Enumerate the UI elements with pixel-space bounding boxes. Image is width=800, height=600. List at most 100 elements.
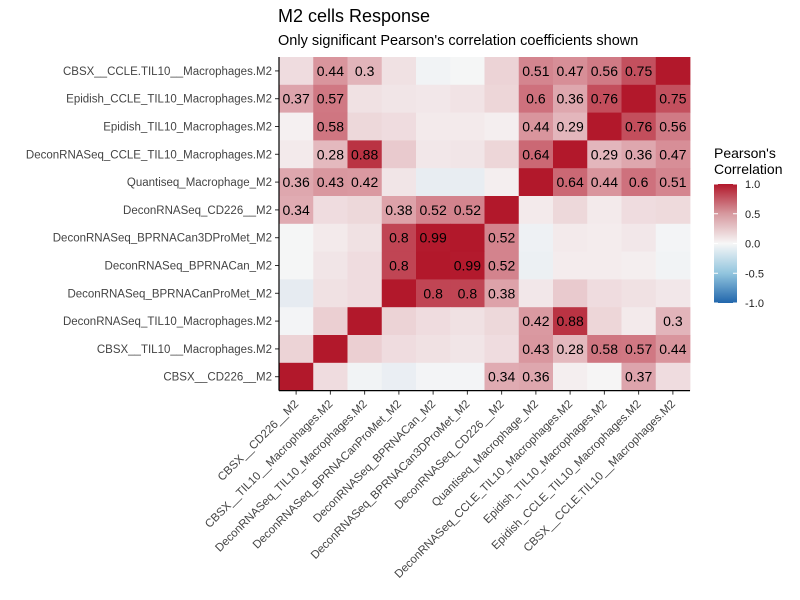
heatmap-cell bbox=[484, 57, 520, 86]
heatmap-cell bbox=[655, 362, 691, 391]
x-tick-label: Epidish_TIL10_Macrophages.M2 bbox=[482, 398, 610, 526]
heatmap-cell bbox=[621, 84, 657, 113]
cell-value-label: 0.76 bbox=[591, 91, 618, 107]
heatmap-cell bbox=[621, 196, 657, 225]
heatmap-cell bbox=[518, 84, 554, 113]
cell-value-label: 0.51 bbox=[659, 174, 686, 190]
heatmap-cell bbox=[518, 112, 554, 141]
heatmap-cell bbox=[587, 196, 622, 225]
heatmap-cell bbox=[279, 196, 314, 225]
heatmap-cell bbox=[416, 112, 451, 141]
heatmap-cell bbox=[450, 279, 485, 308]
heatmap-cell bbox=[655, 307, 691, 336]
heatmap-cell bbox=[313, 140, 348, 169]
heatmap-cell bbox=[621, 307, 657, 336]
cell-value-label: 0.99 bbox=[420, 230, 447, 246]
heatmap-cell bbox=[313, 279, 348, 308]
heatmap-cell bbox=[347, 362, 383, 391]
heatmap-cell bbox=[655, 279, 691, 308]
heatmap-cell bbox=[518, 168, 554, 197]
heatmap-cell bbox=[416, 279, 451, 308]
legend-tick-label: 0.5 bbox=[745, 209, 760, 221]
cell-value-label: 0.56 bbox=[591, 63, 618, 79]
color-legend: Pearson's Correlation 1.0 0.5 0.0 -0.5 -1.0 bbox=[714, 145, 782, 310]
heatmap-cell bbox=[587, 307, 622, 336]
heatmap-cell bbox=[587, 140, 622, 169]
cell-value-label: 0.43 bbox=[522, 341, 549, 357]
heatmap-cell bbox=[313, 223, 348, 252]
heatmap-cell bbox=[279, 223, 314, 252]
cell-value-label: 0.36 bbox=[522, 369, 549, 385]
cell-value-label: 0.34 bbox=[283, 202, 310, 218]
cell-value-label: 0.44 bbox=[591, 174, 618, 190]
heatmap-cell bbox=[553, 112, 588, 141]
cell-value-label: 0.42 bbox=[522, 313, 549, 329]
cell-value-label: 0.52 bbox=[420, 202, 447, 218]
cell-value-label: 0.75 bbox=[659, 91, 686, 107]
heatmap-cell bbox=[416, 307, 451, 336]
heatmap-cell bbox=[347, 251, 383, 280]
cell-value-label: 0.8 bbox=[389, 258, 409, 274]
y-tick-label: Quantiseq_Macrophage_M2 bbox=[127, 177, 272, 189]
heatmap-cell bbox=[381, 57, 417, 86]
legend-title-line2: Correlation bbox=[714, 161, 782, 177]
heatmap-cell bbox=[621, 112, 657, 141]
heatmap-cell bbox=[655, 140, 691, 169]
heatmap-cell bbox=[518, 223, 554, 252]
heatmap-cell bbox=[655, 57, 691, 86]
heatmap-cell bbox=[484, 223, 520, 252]
y-tick-label: DeconRNASeq_TIL10_Macrophages.M2 bbox=[63, 316, 272, 328]
cell-value-label: 0.52 bbox=[488, 258, 515, 274]
heatmap-cell bbox=[655, 112, 691, 141]
heatmap-cell bbox=[484, 168, 520, 197]
heatmap-cell bbox=[347, 279, 383, 308]
heatmap-cell bbox=[450, 140, 485, 169]
heatmap-cell bbox=[279, 168, 314, 197]
y-tick-label: CBSX__TIL10__Macrophages.M2 bbox=[97, 344, 272, 356]
heatmap-cell bbox=[587, 84, 622, 113]
heatmap-cell bbox=[381, 251, 417, 280]
cell-value-label: 0.8 bbox=[423, 285, 443, 301]
axes bbox=[278, 57, 690, 392]
cell-value-label: 0.29 bbox=[557, 119, 584, 135]
heatmap-cell bbox=[381, 362, 417, 391]
cell-value-label: 0.36 bbox=[625, 146, 652, 162]
cell-value-label: 0.38 bbox=[488, 285, 515, 301]
heatmap-cell bbox=[518, 279, 554, 308]
heatmap-cell bbox=[587, 168, 622, 197]
heatmap-cell bbox=[553, 251, 588, 280]
heatmap-cell bbox=[655, 335, 691, 364]
cell-value-label: 0.57 bbox=[625, 341, 652, 357]
heatmap-cell bbox=[347, 57, 383, 86]
heatmap-cell bbox=[313, 57, 348, 86]
heatmap-cell bbox=[484, 251, 520, 280]
heatmap-cell bbox=[621, 140, 657, 169]
cell-value-label: 0.64 bbox=[557, 174, 584, 190]
heatmap-cell bbox=[587, 223, 622, 252]
cell-value-label: 0.44 bbox=[522, 119, 549, 135]
heatmap-cell bbox=[279, 140, 314, 169]
legend-tick-label: 1.0 bbox=[745, 179, 760, 191]
y-tick-label: CBSX__CCLE.TIL10__Macrophages.M2 bbox=[63, 66, 272, 78]
heatmap-cell bbox=[279, 279, 314, 308]
heatmap-cell bbox=[381, 279, 417, 308]
cell-value-label: 0.3 bbox=[663, 313, 683, 329]
heatmap-cell bbox=[416, 362, 451, 391]
heatmap-cells: 0.44 0.3 0.51 0.47 0.56 0.75 0.37 0.57 0.6 0.36 0.… bbox=[279, 57, 691, 391]
heatmap-cell bbox=[553, 223, 588, 252]
heatmap-cell bbox=[518, 362, 554, 391]
cell-value-label: 0.36 bbox=[283, 174, 310, 190]
y-tick-label: CBSX__CD226__M2 bbox=[163, 372, 272, 384]
heatmap-cell bbox=[553, 140, 588, 169]
heatmap-cell bbox=[416, 223, 451, 252]
heatmap-cell bbox=[381, 84, 417, 113]
cell-value-label: 0.58 bbox=[317, 119, 344, 135]
x-tick-label: DeconRNASeq_BPRNACan_M2 bbox=[311, 398, 438, 525]
heatmap-cell bbox=[621, 335, 657, 364]
heatmap-cell bbox=[381, 196, 417, 225]
cell-value-label: 0.8 bbox=[389, 230, 409, 246]
heatmap-cell bbox=[347, 335, 383, 364]
x-axis-labels: CBSX__CD226__M2CBSX__TIL10__Macrophages.… bbox=[203, 390, 678, 581]
heatmap-cell bbox=[381, 168, 417, 197]
legend-tick-label: -1.0 bbox=[745, 298, 764, 310]
